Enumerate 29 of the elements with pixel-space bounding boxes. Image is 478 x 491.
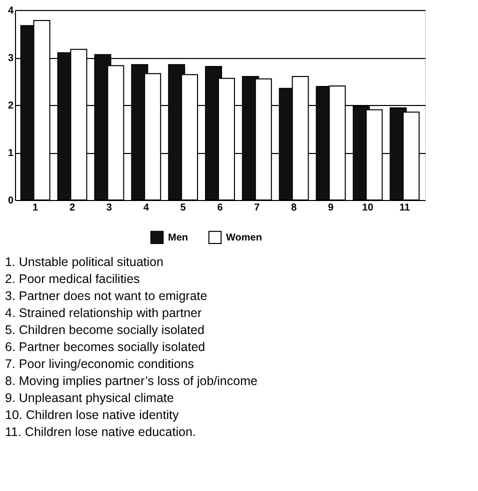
x-tick-label: 5 [180, 202, 186, 214]
x-tick-label: 11 [399, 202, 410, 214]
x-tick-label: 3 [106, 202, 112, 214]
y-tick-label: 3 [8, 53, 14, 64]
text: 3. Partner does not want to emigrate [5, 289, 208, 303]
y-tick-label: 1 [8, 148, 14, 159]
text: 8. Moving implies partner’s loss of job/income [5, 374, 258, 388]
x-tick-label: 4 [143, 202, 150, 214]
text: 5. Children become socially isolated [5, 323, 204, 337]
x-tick-label: 2 [69, 202, 76, 214]
text: 7. Poor living/economic conditions [5, 357, 194, 371]
text: 1. Unstable political situation [5, 255, 164, 269]
x-tick-label: 8 [291, 202, 298, 214]
text: 2. Poor medical facilities [5, 272, 140, 286]
text: 4. Strained relationship with partner [5, 306, 202, 320]
legend-label: Men [168, 232, 188, 244]
y-tick-label: 2 [8, 100, 14, 112]
text: 10. Children lose native identity [5, 408, 180, 422]
y-tick-label: 0 [8, 196, 14, 206]
x-tick-label: 6 [217, 202, 224, 214]
x-tick-label: 7 [254, 202, 260, 214]
x-tick-label: 1 [32, 202, 39, 214]
x-tick-label: 10 [362, 202, 374, 214]
text: 9. Unpleasant physical climate [5, 391, 174, 405]
y-tick-label: 4 [8, 6, 14, 16]
text: 11. Children lose native education. [5, 425, 196, 439]
legend-label: Women [226, 232, 262, 244]
x-tick-label: 9 [328, 202, 334, 214]
text: 6. Partner becomes socially isolated [5, 340, 206, 354]
